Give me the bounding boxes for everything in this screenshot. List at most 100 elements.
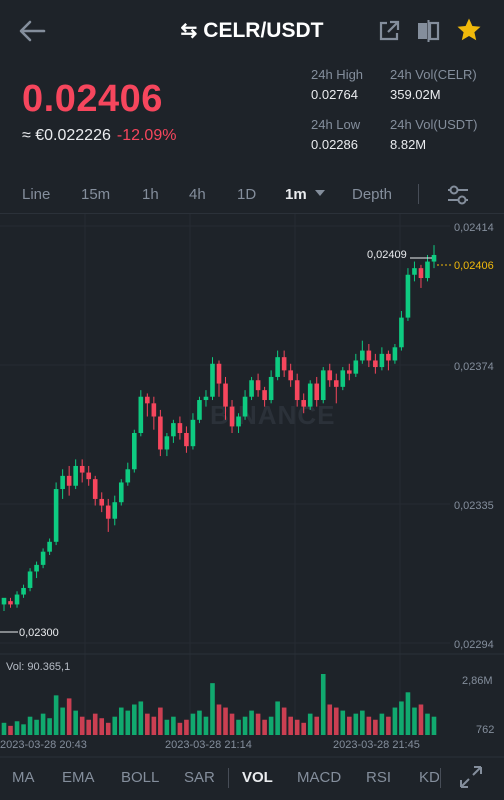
tab-4h[interactable]: 4h: [189, 186, 206, 203]
candle-body: [112, 502, 118, 519]
candle-body: [431, 254, 437, 262]
candle-body: [164, 436, 170, 450]
volume-bar: [301, 722, 306, 735]
volume-bar: [405, 692, 411, 735]
candle-body: [425, 261, 430, 279]
candle-body: [288, 370, 293, 381]
candle-body: [379, 353, 385, 368]
tab-ema[interactable]: EMA: [62, 769, 95, 786]
stat-vol-usdt-label: 24h Vol(USDT): [390, 117, 478, 132]
volume-bar: [171, 716, 176, 735]
star-icon[interactable]: [456, 17, 482, 43]
volume-bar: [184, 719, 189, 735]
stat-high-label: 24h High: [311, 67, 364, 82]
price-axis-label: 0,02294: [454, 639, 494, 651]
volume-bar: [392, 707, 398, 735]
candle-body: [40, 551, 46, 565]
volume-bar: [353, 713, 359, 735]
volume-bar: [379, 713, 385, 735]
tab-1d[interactable]: 1D: [237, 186, 257, 203]
tab-line[interactable]: Line: [22, 186, 51, 203]
current-price-tag: [451, 257, 499, 273]
candle-body: [399, 317, 404, 348]
external-link-icon[interactable]: [377, 19, 401, 43]
last-price: 0.02406: [22, 78, 163, 120]
volume-bar: [281, 707, 287, 735]
candle-body: [392, 347, 398, 361]
tab-ma[interactable]: MA: [12, 769, 35, 786]
volume-bar: [275, 701, 280, 735]
candle-body: [158, 416, 163, 450]
candle-body: [145, 396, 150, 404]
candle-body: [366, 350, 372, 361]
min-marker: 0,02300: [19, 627, 59, 639]
volume-bar: [210, 683, 215, 735]
volume-bar: [320, 674, 326, 735]
candle-body: [1, 597, 7, 605]
volume-bar: [1, 722, 7, 735]
tab-15m[interactable]: 15m: [81, 186, 111, 203]
candle-body: [99, 498, 105, 506]
pair-title[interactable]: ⇆ CELR/USDT: [0, 18, 504, 43]
volume-bar: [190, 713, 196, 735]
candle-body: [151, 403, 157, 417]
volume-bar: [151, 716, 157, 735]
tab-1h[interactable]: 1h: [142, 186, 159, 203]
volume-bar: [86, 719, 91, 735]
fullscreen-icon[interactable]: [458, 764, 484, 790]
tab-1m[interactable]: 1m: [285, 186, 325, 203]
candle-body: [118, 482, 124, 503]
volume-bar: [132, 704, 137, 735]
candle-body: [333, 380, 339, 387]
candle-body: [229, 406, 235, 427]
volume-bar: [99, 718, 105, 735]
tab-boll[interactable]: BOLL: [121, 769, 160, 786]
candle-body: [184, 433, 189, 447]
candle-body: [412, 268, 417, 275]
price-axis-label: 0,02335: [454, 500, 494, 512]
tab-rsi[interactable]: RSI: [366, 769, 392, 786]
tab-vol[interactable]: VOL: [242, 769, 273, 786]
tab-macd[interactable]: MACD: [297, 769, 342, 786]
candle-body: [223, 383, 228, 407]
volume-bar: [262, 719, 267, 735]
split-view-icon[interactable]: [416, 19, 440, 43]
volume-bar: [412, 707, 417, 735]
candle-body: [105, 505, 111, 519]
candle-body: [262, 390, 267, 401]
volume-bar: [242, 716, 248, 735]
arrow-left-icon[interactable]: [18, 18, 46, 44]
stat-high-value: 0.02764: [311, 87, 358, 102]
candle-body: [268, 376, 274, 401]
tab-depth[interactable]: Depth: [352, 186, 393, 203]
volume-bar: [164, 719, 170, 735]
separator: [0, 213, 504, 214]
volume-bar: [249, 710, 254, 735]
volume-bar: [34, 719, 39, 735]
tab-sar[interactable]: SAR: [184, 769, 215, 786]
volume-bar: [60, 707, 65, 735]
volume-bar: [294, 719, 300, 735]
volume-bar: [366, 716, 372, 735]
candle-body: [216, 363, 222, 384]
volume-bar: [8, 725, 13, 735]
candle-body: [138, 396, 144, 433]
volume-bar: [268, 716, 274, 735]
candle-body: [242, 396, 248, 417]
stat-vol-celr-label: 24h Vol(CELR): [390, 67, 477, 82]
candle-body: [307, 383, 313, 407]
volume-bar: [399, 701, 404, 735]
candle-body: [210, 363, 215, 397]
stat-low-label: 24h Low: [311, 117, 361, 132]
volume-bar: [92, 713, 98, 735]
settings-sliders-icon[interactable]: [446, 184, 470, 206]
tab-kd[interactable]: KD: [419, 769, 439, 786]
price-axis-label: 0,02414: [454, 222, 494, 234]
volume-bar: [138, 701, 144, 735]
candle-body: [53, 489, 59, 542]
volume-bar: [105, 722, 111, 735]
candle-body: [73, 465, 78, 486]
volume-bar: [314, 716, 320, 735]
candlestick-chart[interactable]: BINANCE 0,02414 0,02374 0,02335 0,02294 …: [0, 214, 504, 800]
swap-arrows-icon: ⇆: [180, 20, 198, 42]
